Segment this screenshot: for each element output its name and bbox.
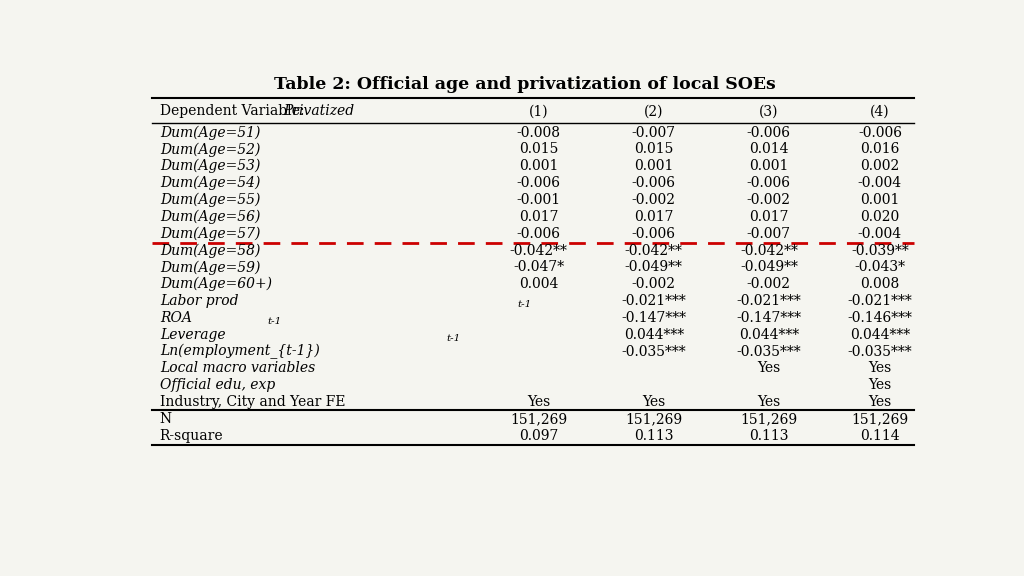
Text: Dum(Age=59): Dum(Age=59) xyxy=(160,260,260,275)
Text: -0.001: -0.001 xyxy=(517,193,561,207)
Text: Labor prod: Labor prod xyxy=(160,294,239,308)
Text: Dependent Variable:: Dependent Variable: xyxy=(160,104,308,118)
Text: Yes: Yes xyxy=(757,395,780,409)
Text: Industry, City and Year FE: Industry, City and Year FE xyxy=(160,395,345,409)
Text: 0.002: 0.002 xyxy=(860,159,899,173)
Text: -0.049**: -0.049** xyxy=(625,260,683,274)
Text: -0.004: -0.004 xyxy=(858,176,902,190)
Text: (1): (1) xyxy=(528,104,549,118)
Text: Leverage: Leverage xyxy=(160,328,225,342)
Text: -0.042**: -0.042** xyxy=(625,244,683,257)
Text: -0.021***: -0.021*** xyxy=(736,294,801,308)
Text: 151,269: 151,269 xyxy=(510,412,567,426)
Text: -0.007: -0.007 xyxy=(746,227,791,241)
Text: Yes: Yes xyxy=(642,395,666,409)
Text: -0.008: -0.008 xyxy=(517,126,561,139)
Text: Dum(Age=55): Dum(Age=55) xyxy=(160,193,260,207)
Text: 0.017: 0.017 xyxy=(634,210,674,224)
Text: -0.002: -0.002 xyxy=(746,193,791,207)
Text: 0.008: 0.008 xyxy=(860,277,899,291)
Text: Dum(Age=56): Dum(Age=56) xyxy=(160,210,260,224)
Text: 0.015: 0.015 xyxy=(634,142,674,157)
Text: 0.001: 0.001 xyxy=(860,193,900,207)
Text: 0.044***: 0.044*** xyxy=(624,328,684,342)
Text: 0.001: 0.001 xyxy=(634,159,674,173)
Text: 0.015: 0.015 xyxy=(519,142,558,157)
Text: Yes: Yes xyxy=(527,395,550,409)
Text: -0.035***: -0.035*** xyxy=(622,344,686,359)
Text: -0.035***: -0.035*** xyxy=(848,344,912,359)
Text: 0.014: 0.014 xyxy=(750,142,788,157)
Text: -0.035***: -0.035*** xyxy=(736,344,801,359)
Text: -0.006: -0.006 xyxy=(632,176,676,190)
Text: 0.001: 0.001 xyxy=(519,159,558,173)
Text: t-1: t-1 xyxy=(518,300,531,309)
Text: Privatized: Privatized xyxy=(283,104,354,118)
Text: N: N xyxy=(160,412,172,426)
Text: -0.006: -0.006 xyxy=(858,126,902,139)
Text: Dum(Age=54): Dum(Age=54) xyxy=(160,176,260,190)
Text: 0.020: 0.020 xyxy=(860,210,899,224)
Text: -0.002: -0.002 xyxy=(632,277,676,291)
Text: 151,269: 151,269 xyxy=(740,412,798,426)
Text: Table 2: Official age and privatization of local SOEs: Table 2: Official age and privatization … xyxy=(274,76,775,93)
Text: -0.039**: -0.039** xyxy=(851,244,909,257)
Text: -0.004: -0.004 xyxy=(858,227,902,241)
Text: -0.006: -0.006 xyxy=(517,176,561,190)
Text: -0.042**: -0.042** xyxy=(740,244,798,257)
Text: 0.044***: 0.044*** xyxy=(850,328,910,342)
Text: Dum(Age=60+): Dum(Age=60+) xyxy=(160,277,271,291)
Text: 0.113: 0.113 xyxy=(634,429,674,443)
Text: Dum(Age=53): Dum(Age=53) xyxy=(160,159,260,173)
Text: 0.044***: 0.044*** xyxy=(738,328,799,342)
Text: -0.006: -0.006 xyxy=(632,227,676,241)
Text: -0.002: -0.002 xyxy=(746,277,791,291)
Text: ROA: ROA xyxy=(160,311,191,325)
Text: t-1: t-1 xyxy=(267,317,282,326)
Text: 0.097: 0.097 xyxy=(519,429,558,443)
Text: Local macro variables: Local macro variables xyxy=(160,362,315,376)
Text: Yes: Yes xyxy=(868,362,892,376)
Text: Dum(Age=58): Dum(Age=58) xyxy=(160,243,260,257)
Text: t-1: t-1 xyxy=(446,334,461,343)
Text: Yes: Yes xyxy=(868,395,892,409)
Text: 0.001: 0.001 xyxy=(750,159,788,173)
Text: -0.007: -0.007 xyxy=(632,126,676,139)
Text: Dum(Age=51): Dum(Age=51) xyxy=(160,126,260,140)
Text: Ln(employment_{t-1}): Ln(employment_{t-1}) xyxy=(160,344,319,359)
Text: 151,269: 151,269 xyxy=(626,412,682,426)
Text: -0.006: -0.006 xyxy=(746,176,791,190)
Text: 0.114: 0.114 xyxy=(860,429,900,443)
Text: -0.006: -0.006 xyxy=(517,227,561,241)
Text: R-square: R-square xyxy=(160,429,223,443)
Text: 151,269: 151,269 xyxy=(851,412,908,426)
Text: -0.147***: -0.147*** xyxy=(622,311,686,325)
Text: 0.016: 0.016 xyxy=(860,142,900,157)
Text: -0.021***: -0.021*** xyxy=(622,294,686,308)
Text: -0.047*: -0.047* xyxy=(513,260,564,274)
Text: Official edu, exp: Official edu, exp xyxy=(160,378,275,392)
Text: Yes: Yes xyxy=(868,378,892,392)
Text: -0.146***: -0.146*** xyxy=(848,311,912,325)
Text: -0.042**: -0.042** xyxy=(510,244,567,257)
Text: -0.043*: -0.043* xyxy=(854,260,905,274)
Text: (3): (3) xyxy=(759,104,778,118)
Text: -0.147***: -0.147*** xyxy=(736,311,802,325)
Text: 0.004: 0.004 xyxy=(519,277,558,291)
Text: Yes: Yes xyxy=(757,362,780,376)
Text: 0.017: 0.017 xyxy=(750,210,788,224)
Text: -0.002: -0.002 xyxy=(632,193,676,207)
Text: Dum(Age=52): Dum(Age=52) xyxy=(160,142,260,157)
Text: Dum(Age=57): Dum(Age=57) xyxy=(160,226,260,241)
Text: -0.006: -0.006 xyxy=(746,126,791,139)
Text: 0.113: 0.113 xyxy=(750,429,788,443)
Text: -0.021***: -0.021*** xyxy=(848,294,912,308)
Text: (4): (4) xyxy=(870,104,890,118)
Text: 0.017: 0.017 xyxy=(519,210,558,224)
Text: (2): (2) xyxy=(644,104,664,118)
Text: -0.049**: -0.049** xyxy=(740,260,798,274)
